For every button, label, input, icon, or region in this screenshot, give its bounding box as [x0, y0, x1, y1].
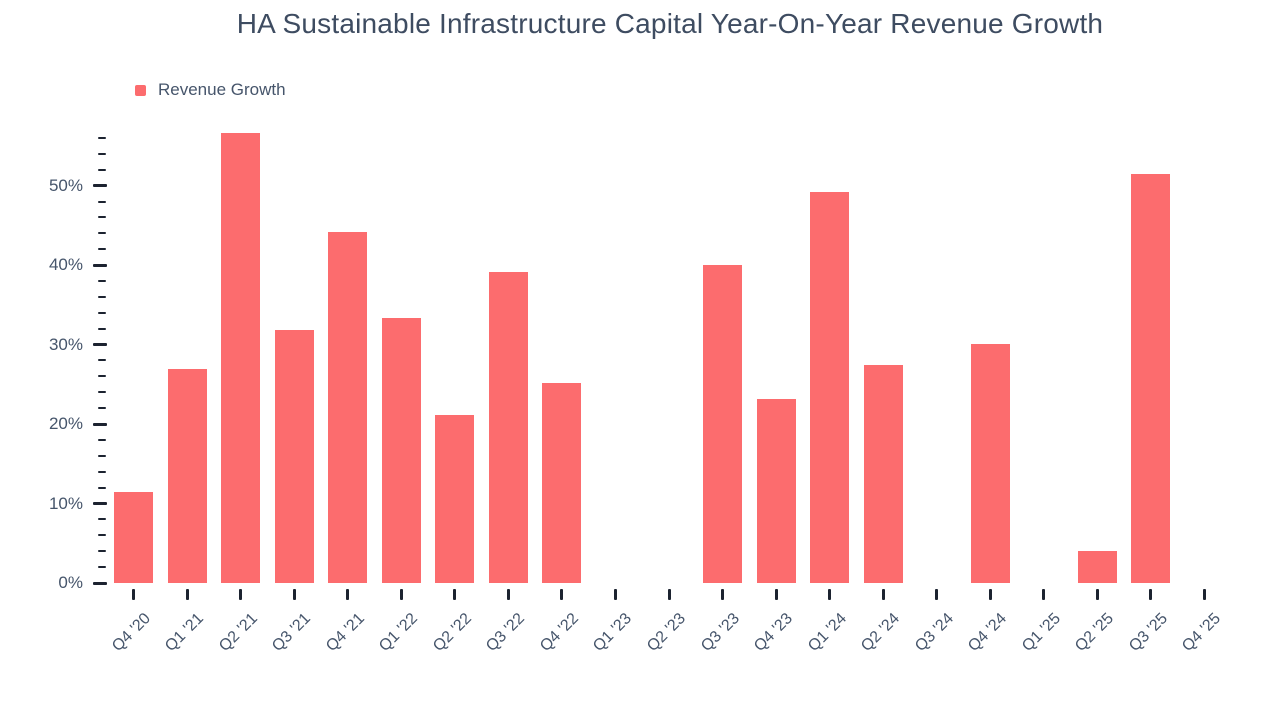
x-axis-tick [239, 589, 243, 600]
y-axis-tick [98, 486, 106, 489]
y-axis-tick [98, 248, 106, 251]
x-tick-label: Q2 '22 [429, 610, 475, 656]
y-axis-tick [93, 502, 107, 506]
x-axis-tick [1149, 589, 1153, 600]
x-tick-label: Q1 '23 [590, 610, 636, 656]
x-axis-tick [1202, 589, 1206, 600]
bar-q1--21[interactable] [167, 369, 207, 583]
y-tick-label: 30% [48, 334, 83, 354]
x-axis-tick [774, 589, 778, 600]
x-tick-label: Q1 '21 [162, 610, 208, 656]
y-axis-tick [98, 311, 106, 314]
y-axis-tick [98, 152, 106, 155]
y-axis-tick [98, 168, 106, 171]
x-tick-label: Q3 '23 [697, 610, 743, 656]
x-tick-label: Q2 '23 [644, 610, 690, 656]
x-axis-tick [292, 589, 296, 600]
x-tick-label: Q1 '25 [1018, 610, 1064, 656]
y-axis-tick [98, 327, 106, 330]
bar-q4--20[interactable] [114, 491, 154, 583]
x-axis-tick [667, 589, 671, 600]
chart-title: HA Sustainable Infrastructure Capital Ye… [236, 8, 1104, 39]
x-axis-tick [453, 589, 457, 600]
y-tick-label: 40% [48, 255, 83, 275]
y-axis-tick [98, 518, 106, 521]
y-axis-tick [98, 550, 106, 553]
y-axis-tick [98, 136, 106, 139]
y-axis-tick [98, 232, 106, 235]
y-tick-label: 20% [48, 414, 83, 434]
bar-q4--23[interactable] [756, 399, 796, 583]
x-tick-label: Q3 '22 [483, 610, 529, 656]
x-axis-tick [828, 589, 832, 600]
legend[interactable]: Revenue Growth [135, 80, 286, 100]
x-axis-tick [185, 589, 189, 600]
x-axis-tick [1095, 589, 1099, 600]
x-axis-tick [988, 589, 992, 600]
x-tick-label: Q4 '21 [322, 610, 368, 656]
y-axis-tick [93, 263, 107, 267]
x-tick-label: Q1 '24 [804, 610, 850, 656]
x-tick-label: Q4 '25 [1179, 610, 1225, 656]
y-axis-tick [98, 375, 106, 378]
bar-q4--22[interactable] [542, 382, 582, 583]
y-tick-label: 50% [48, 175, 83, 195]
y-axis-tick [98, 280, 106, 282]
y-axis-tick [98, 407, 106, 410]
y-axis-tick [98, 454, 106, 457]
x-tick-label: Q4 '20 [108, 610, 154, 656]
bar-q2--21[interactable] [221, 133, 261, 583]
y-axis-tick [93, 422, 107, 426]
x-axis-tick [1042, 589, 1046, 600]
x-tick-label: Q1 '22 [376, 610, 422, 656]
y-axis-tick [98, 359, 106, 362]
x-axis-tick [560, 589, 564, 600]
bar-q4--24[interactable] [970, 343, 1010, 583]
x-tick-label: Q2 '21 [215, 610, 261, 656]
bar-q1--24[interactable] [810, 192, 850, 583]
y-tick-label: 0% [58, 573, 83, 592]
y-axis-tick [98, 534, 106, 537]
x-axis-tick [506, 589, 510, 600]
x-tick-label: Q2 '24 [858, 610, 904, 656]
bar-q2--24[interactable] [863, 365, 903, 583]
x-tick-label: Q4 '22 [536, 610, 582, 656]
x-axis-tick [881, 589, 885, 600]
y-axis-tick [98, 470, 106, 473]
legend-marker-revenue-growth [135, 84, 146, 96]
y-axis-tick [93, 343, 107, 347]
bar-q3--23[interactable] [703, 265, 743, 583]
x-tick-label: Q4 '24 [965, 610, 1011, 656]
x-axis-tick [399, 589, 403, 600]
bar-q2--25[interactable] [1077, 551, 1117, 583]
x-tick-label: Q4 '23 [751, 610, 797, 656]
x-axis-tick [132, 589, 136, 600]
x-axis-tick [346, 589, 350, 600]
x-tick-label: Q3 '21 [269, 610, 315, 656]
bar-q3--25[interactable] [1131, 173, 1171, 583]
y-axis-tick [93, 184, 107, 188]
x-tick-label: Q3 '25 [1125, 610, 1171, 656]
y-axis-tick [98, 200, 106, 203]
x-tick-label: Q2 '25 [1072, 610, 1118, 656]
y-axis-tick [98, 566, 106, 569]
x-tick-label: Q3 '24 [911, 610, 957, 656]
y-axis-tick [98, 391, 106, 394]
bar-q2--22[interactable] [435, 414, 475, 583]
legend-label-revenue-growth: Revenue Growth [158, 80, 286, 99]
x-axis-tick [721, 589, 725, 600]
y-tick-label: 10% [48, 493, 83, 513]
y-axis-tick [93, 581, 107, 585]
y-axis-tick [98, 216, 106, 219]
bar-q1--22[interactable] [381, 318, 421, 583]
bar-q3--22[interactable] [488, 272, 528, 583]
bar-q3--21[interactable] [274, 330, 314, 583]
y-axis-tick [98, 438, 106, 441]
bar-q4--21[interactable] [328, 231, 368, 583]
x-axis-tick [613, 589, 617, 600]
x-axis-tick [935, 589, 939, 600]
y-axis-tick [98, 295, 106, 298]
plot-area: 0% 10% 20% 30% 40% 50% Q4 '20 Q1 '21 Q2 '21 Q3 '2… [49, 130, 1231, 655]
